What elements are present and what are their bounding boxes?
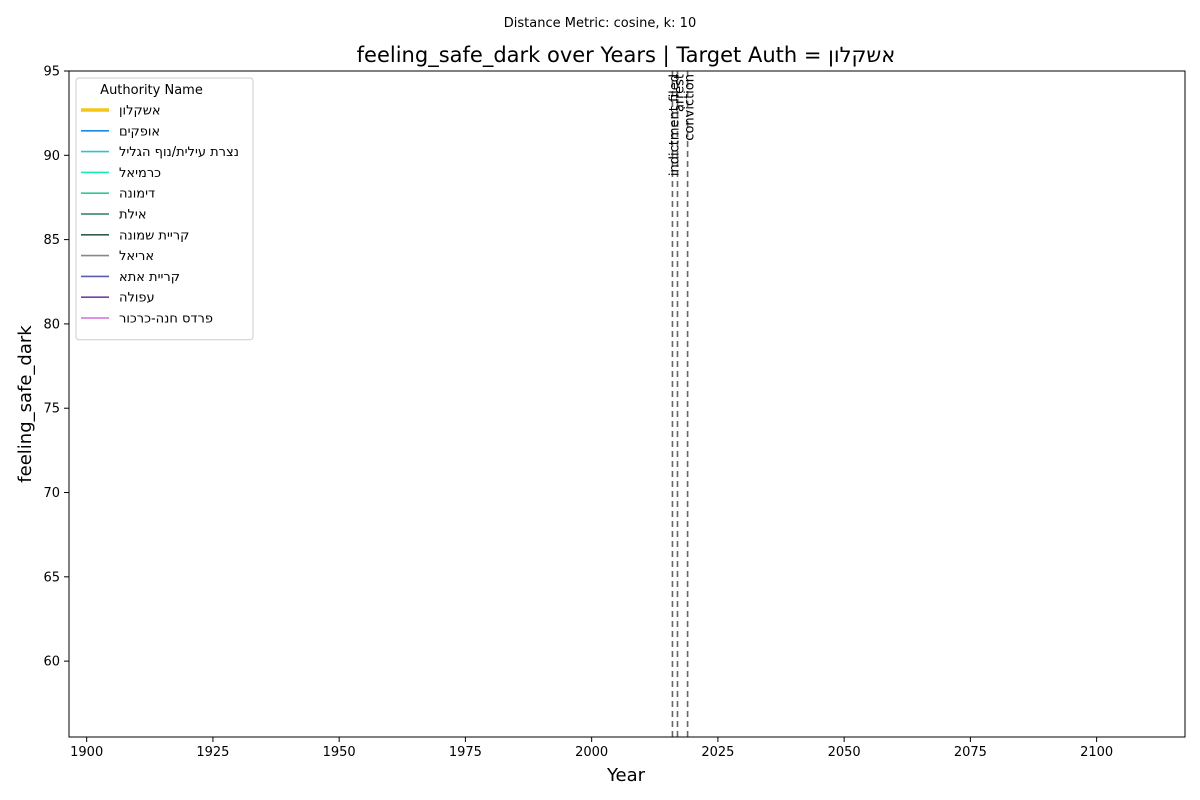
x-tick-label: 2100 <box>1080 745 1113 760</box>
x-axis-label: Year <box>606 765 646 786</box>
event-label: indictment filed <box>667 74 682 176</box>
y-tick-label: 80 <box>43 317 60 332</box>
legend-entry-label: אופקים <box>119 124 160 139</box>
x-tick-label: 1950 <box>323 745 356 760</box>
legend-box <box>75 77 254 341</box>
y-axis-label: feeling_safe_dark <box>15 325 36 483</box>
event-label: arrest <box>672 74 687 112</box>
y-tick-label: 65 <box>43 570 60 585</box>
legend-entry-label: קריית אתא <box>119 270 180 285</box>
legend-entry-label: נצרת עילית/נוף הגליל <box>119 145 239 160</box>
chart-suptitle: Distance Metric: cosine, k: 10 <box>504 16 696 31</box>
x-tick-label: 2025 <box>701 745 734 760</box>
x-tick-label: 1900 <box>70 745 103 760</box>
x-tick-label: 1925 <box>196 745 229 760</box>
legend-entry-label: אילת <box>119 208 147 223</box>
x-tick-label: 1975 <box>449 745 482 760</box>
legend-entry-label: דימונה <box>119 187 155 202</box>
legend-entry-label: קריית שמונה <box>119 228 189 243</box>
legend-entry-label: אשקלון <box>119 104 161 119</box>
legend-entry-label: כרמיאל <box>119 166 161 181</box>
legend-title: Authority Name <box>100 83 203 98</box>
y-tick-label: 95 <box>43 65 60 80</box>
legend-entry-label: פרדס חנה-כרכור <box>119 312 213 327</box>
x-tick-label: 2000 <box>575 745 608 760</box>
y-tick-label: 70 <box>43 486 60 501</box>
legend-entry-label: אריאל <box>119 249 154 264</box>
y-tick-label: 85 <box>43 233 60 248</box>
x-tick-label: 2075 <box>954 745 987 760</box>
event-label: conviction <box>683 74 698 141</box>
x-tick-label: 2050 <box>828 745 861 760</box>
y-tick-label: 60 <box>43 655 60 670</box>
legend-entry-label: עפולה <box>119 291 155 306</box>
chart-legend: Authority Name אשקלון אופקים נצרת עילית/נוף… <box>75 77 254 341</box>
chart-title: feeling_safe_dark over Years | Target Au… <box>357 43 896 68</box>
plot-frame <box>68 70 1186 738</box>
y-tick-label: 75 <box>43 402 60 417</box>
y-tick-label: 90 <box>43 149 60 164</box>
